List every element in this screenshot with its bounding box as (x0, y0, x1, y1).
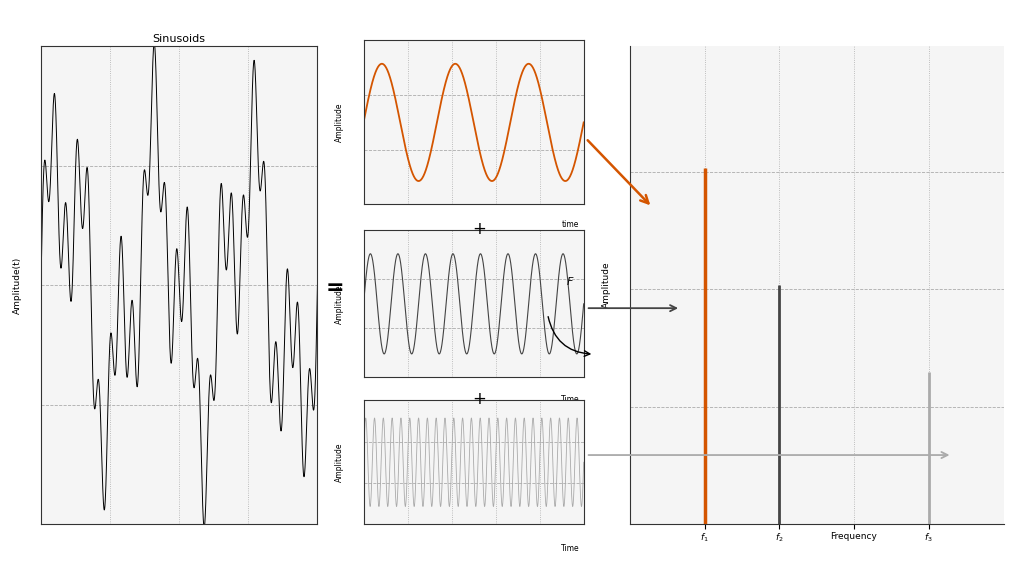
Y-axis label: Amplitude: Amplitude (335, 442, 344, 482)
Y-axis label: Amplitude: Amplitude (335, 103, 344, 142)
Text: +: + (472, 389, 486, 408)
Text: Time: Time (561, 395, 580, 404)
Text: F: F (567, 277, 573, 287)
Title: Sinusoids: Sinusoids (153, 34, 206, 44)
Text: =: = (326, 278, 344, 298)
Text: Time: Time (561, 544, 580, 554)
Text: +: + (472, 220, 486, 238)
Y-axis label: Amplitude(t): Amplitude(t) (12, 256, 22, 314)
Text: time: time (562, 221, 580, 229)
Y-axis label: Amplitude: Amplitude (335, 284, 344, 324)
Y-axis label: Amplitude: Amplitude (602, 262, 611, 308)
